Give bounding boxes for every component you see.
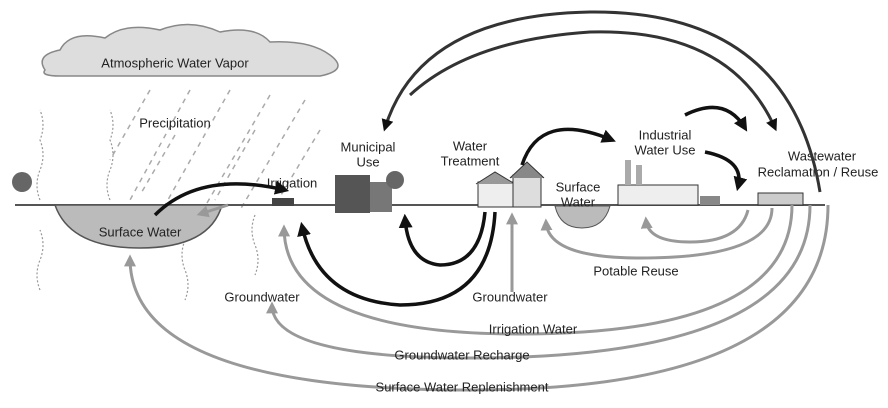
industrial-outflow-arrow <box>705 152 739 187</box>
atmosphere-label: Atmospheric Water Vapor <box>101 55 249 70</box>
groundwater-left-label: Groundwater <box>224 289 300 304</box>
surface-water-right-label: Surface <box>556 179 601 194</box>
groundwater-center-label: Groundwater <box>472 289 548 304</box>
potable-reuse-label: Potable Reuse <box>593 263 678 278</box>
industrial-water-use-label: Water Use <box>635 142 696 157</box>
surface-water-right-label: Water <box>561 194 596 209</box>
groundwater-recharge-label: Groundwater Recharge <box>394 347 529 362</box>
treatment-plant <box>476 162 544 207</box>
municipal-to-wastewater-arrow <box>410 32 775 128</box>
industrial-water-use-label: Industrial <box>639 127 692 142</box>
surface-water-replenishment-label: Surface Water Replenishment <box>376 379 549 394</box>
industrial-return-arrow <box>646 210 748 242</box>
municipal-use-label: Municipal <box>341 139 396 154</box>
irrigation-water-arrow <box>284 205 792 334</box>
irrigation-water-label: Irrigation Water <box>489 321 578 336</box>
wastewater-plant <box>758 193 803 205</box>
water-cycle-diagram: Atmospheric Water Vapor Precipitation Su… <box>0 0 888 408</box>
municipal-buildings <box>335 171 404 213</box>
industrial-plant <box>618 160 720 205</box>
tree <box>12 172 32 192</box>
municipal-use-label: Use <box>356 154 379 169</box>
cloud: Atmospheric Water Vapor <box>42 24 338 76</box>
water-treatment-label: Treatment <box>441 153 500 168</box>
industrial-to-wastewater-arrow <box>685 107 745 128</box>
treatment-to-industrial-arrow <box>522 129 612 165</box>
irrigation-equipment <box>272 198 294 206</box>
precipitation-label: Precipitation <box>139 115 211 130</box>
treatment-to-municipal-arrow <box>405 212 485 265</box>
surface-water-left-label: Surface Water <box>99 224 182 239</box>
rain <box>110 90 320 215</box>
water-treatment-label: Water <box>453 138 488 153</box>
wastewater-label: Wastewater <box>788 148 857 163</box>
